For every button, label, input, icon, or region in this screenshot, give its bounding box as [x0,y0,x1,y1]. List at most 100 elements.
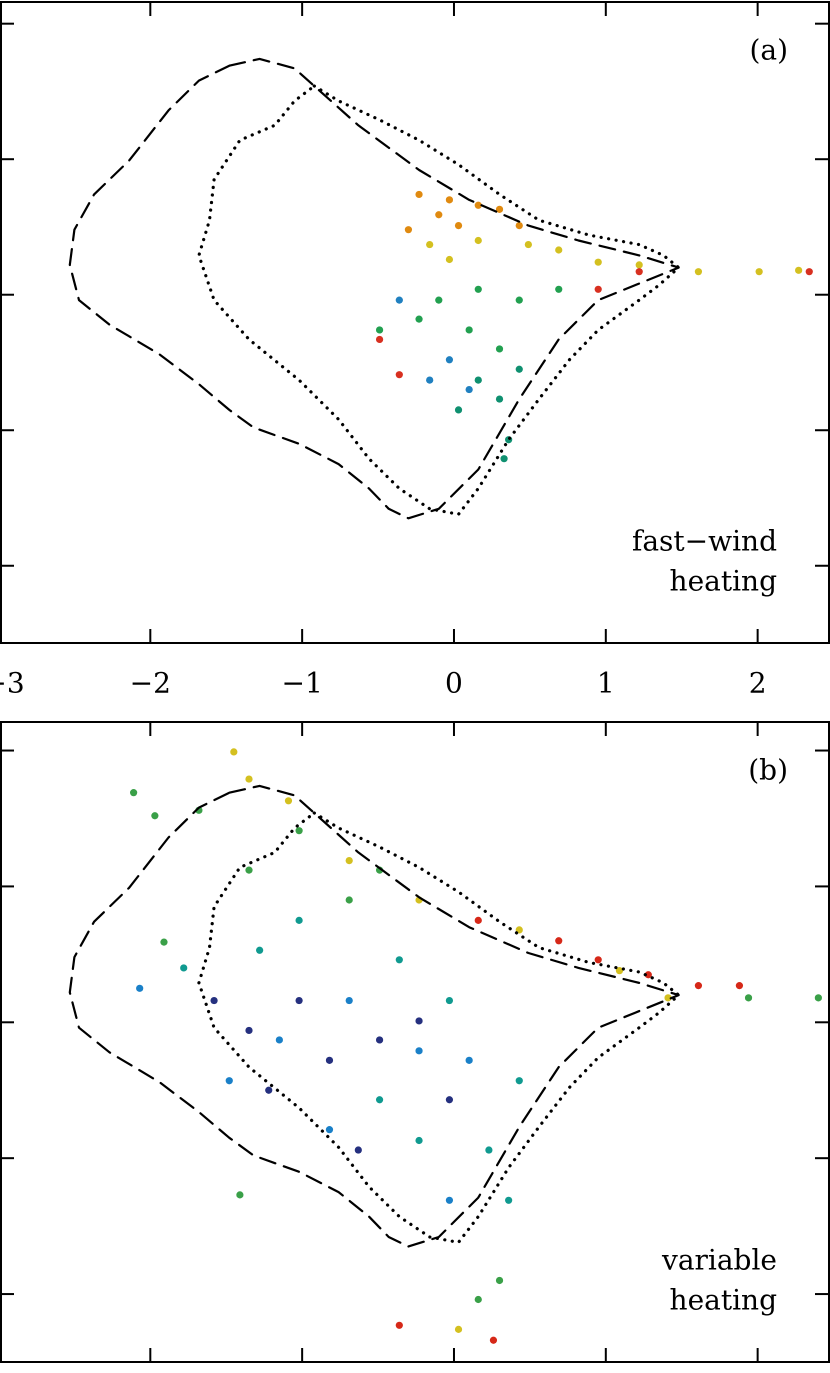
point [375,335,384,344]
panel-note: fast−wind [632,525,777,558]
point [744,994,753,1002]
dashed-contour [68,57,680,520]
x-tick-label: 0 [445,667,463,700]
panel-note: heating [670,565,778,598]
point [555,246,563,254]
point [454,222,463,230]
point [594,285,602,293]
point [160,938,168,946]
point [495,345,504,353]
point [256,946,264,954]
point [495,1276,504,1285]
point [415,1047,423,1055]
point [474,916,482,924]
point [465,385,473,394]
panel-note: heating [670,1284,778,1317]
point [445,255,454,264]
point [275,1036,283,1044]
point [245,775,253,783]
point [345,896,353,904]
point [415,1017,423,1025]
panel-label: (a) [749,34,788,67]
point [295,916,303,924]
plot-frame [0,721,830,1363]
point [805,268,813,276]
point [265,1086,273,1094]
dashed-contour [68,784,680,1248]
point [445,996,454,1005]
point [615,967,624,975]
point [594,258,602,266]
point [210,996,218,1005]
point [245,866,253,874]
panel-label: (b) [748,754,788,787]
point [151,812,159,820]
x-tick-label: 2 [749,667,767,700]
point [485,1146,493,1154]
point [225,1077,233,1085]
dotted-contour [197,811,681,1244]
point [474,1295,482,1304]
point [375,326,384,334]
point [230,748,238,756]
point [445,356,454,364]
x-tick-label: −3 [0,667,25,700]
point [474,236,482,245]
point [375,1096,384,1104]
x-tick-label: −2 [130,667,171,700]
point [495,205,504,213]
point [474,376,482,384]
point [415,190,423,199]
point [474,285,482,293]
point [325,1126,334,1134]
point [635,261,643,269]
point [524,240,532,249]
point [435,296,443,304]
point [454,406,463,414]
point [474,201,482,209]
point [515,1077,523,1085]
point [295,996,303,1005]
point [426,240,434,249]
point [354,1146,362,1154]
point [594,956,602,964]
point [735,982,744,990]
point [694,982,703,990]
point [755,268,763,276]
point [635,268,643,276]
point [465,326,473,334]
point [664,994,672,1002]
point [795,266,803,274]
point [445,1196,454,1204]
point [404,226,413,234]
point [130,789,138,797]
plot-frame [0,1,830,644]
point [454,1325,463,1333]
x-tick-label: −1 [282,667,323,700]
point [395,1321,403,1329]
point [284,797,293,805]
point [555,285,563,293]
dotted-contour [197,84,681,516]
point [694,268,703,276]
point [505,1196,513,1204]
point [415,1136,423,1145]
point [395,296,403,304]
point [435,211,443,219]
point [395,956,403,964]
point [325,1056,334,1064]
point [515,222,523,230]
point [136,984,144,992]
point [395,371,403,379]
point [489,1336,498,1344]
point [555,937,563,945]
point [295,827,303,835]
point [445,196,454,204]
point [345,996,353,1005]
point [180,964,188,972]
panel-note: variable [661,1244,777,1277]
point [415,315,423,323]
point [345,856,353,865]
x-tick-label: 1 [597,667,615,700]
